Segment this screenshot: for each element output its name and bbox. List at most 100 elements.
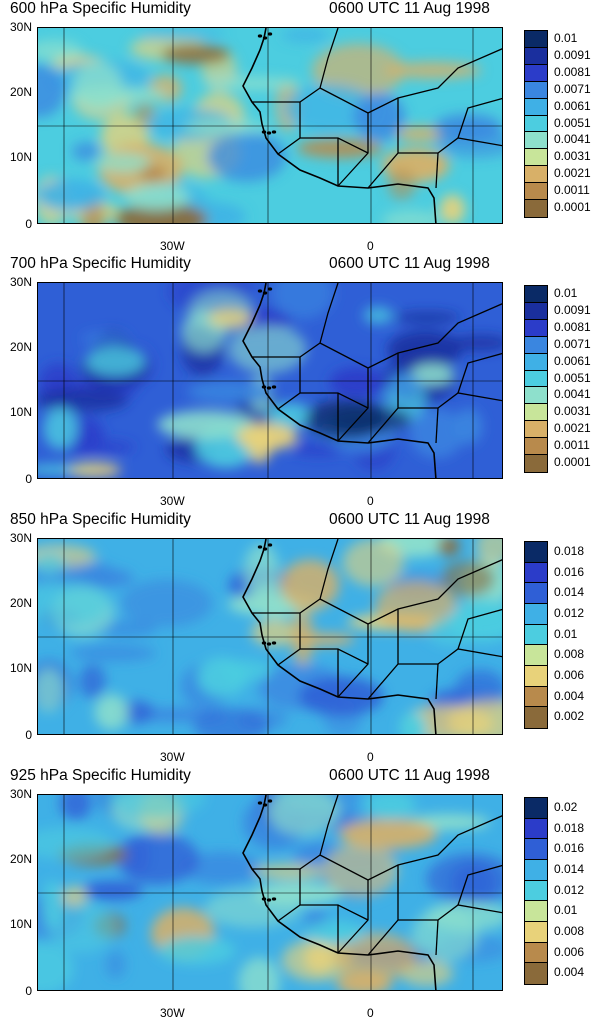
humidity-map [37, 282, 503, 479]
lat-tick-label: 0 [25, 472, 32, 486]
island [262, 803, 268, 807]
lat-tick-label: 30N [9, 787, 32, 801]
lat-tick-label: 20N [9, 340, 32, 354]
legend-label: 0.0021 [554, 421, 591, 436]
legend-label: 0.012 [554, 882, 585, 897]
island [261, 641, 267, 645]
legend-label: 0.006 [554, 944, 585, 959]
legend-swatch [525, 921, 547, 943]
legend-swatch [525, 665, 547, 687]
map-panel-3: 850 hPa Specific Humidity 0600 UTC 11 Aug… [0, 511, 600, 766]
legend-swatch [525, 81, 547, 99]
island [271, 130, 277, 134]
island [262, 547, 268, 551]
legend-swatch [525, 47, 547, 65]
lat-tick-label: 0 [25, 984, 32, 998]
lon-tick-label: 0 [367, 750, 374, 764]
country-border [319, 303, 502, 369]
island [271, 385, 277, 389]
lon-tick-label: 0 [367, 239, 374, 253]
legend-label: 0.002 [554, 709, 585, 724]
legend-label: 0.0011 [554, 183, 590, 198]
legend-swatch [525, 115, 547, 133]
island [257, 34, 263, 38]
legend-swatch [525, 183, 547, 201]
lat-tick-label: 10N [9, 405, 32, 419]
map-panel-4: 925 hPa Specific Humidity 0600 UTC 11 Aug… [0, 767, 600, 1022]
country-border [435, 407, 439, 444]
legend-colorbar [524, 797, 548, 985]
panel-time: 0600 UTC 11 Aug 1998 [329, 767, 490, 784]
legend-label: 0.0071 [554, 81, 591, 96]
lon-tick-label: 30W [160, 1006, 185, 1020]
lat-tick-label: 0 [25, 728, 32, 742]
legend-label: 0.014 [554, 861, 585, 876]
panel-time: 0600 UTC 11 Aug 1998 [329, 255, 490, 272]
legend-label: 0.016 [554, 841, 585, 856]
legend-swatch [525, 200, 547, 217]
panel-title: 925 hPa Specific Humidity [10, 767, 191, 784]
lon-tick-label: 0 [367, 494, 374, 508]
legend-label: 0.008 [554, 647, 585, 662]
country-border [319, 559, 502, 625]
legend-label: 0.02 [554, 799, 578, 814]
coastline [242, 28, 437, 223]
legend-colorbar [524, 541, 548, 729]
legend-swatch [525, 64, 547, 82]
legend-label: 0.01 [554, 286, 578, 300]
legend-label: 0.018 [554, 820, 585, 835]
map-panel-1: 600 hPa Specific Humidity 0600 UTC 11 Aug… [0, 0, 600, 255]
legend-swatch [525, 686, 547, 708]
island [262, 36, 268, 40]
legend-label: 0.0061 [554, 98, 591, 113]
legend-swatch [525, 31, 547, 48]
legend-swatch [525, 132, 547, 150]
legend-colorbar [524, 30, 548, 218]
country-border [457, 608, 502, 650]
legend-label: 0.014 [554, 585, 585, 600]
island [261, 385, 267, 389]
legend-label: 0.0021 [554, 166, 591, 181]
legend-label: 0.0041 [554, 387, 591, 402]
country-border [435, 663, 439, 700]
lat-tick-label: 30N [9, 20, 32, 34]
legend-label: 0.0031 [554, 404, 591, 419]
coastline [242, 795, 437, 990]
legend-label: 0.008 [554, 923, 585, 938]
lon-tick-label: 30W [160, 239, 185, 253]
island [267, 287, 273, 291]
legend-swatch [525, 818, 547, 840]
legend-label: 0.016 [554, 564, 585, 579]
lat-tick-label: 10N [9, 661, 32, 675]
humidity-map [37, 794, 503, 991]
legend-label: 0.0081 [554, 64, 591, 79]
lon-tick-label: 30W [160, 494, 185, 508]
lat-tick-label: 10N [9, 150, 32, 164]
lat-tick-label: 10N [9, 917, 32, 931]
island [271, 897, 277, 901]
country-border [435, 919, 439, 956]
legend-swatch [525, 336, 547, 354]
legend-swatch [525, 583, 547, 604]
island [266, 642, 272, 646]
island [261, 897, 267, 901]
legend-swatch [525, 624, 547, 646]
legend-swatch [525, 645, 547, 666]
country-border [398, 648, 502, 665]
legend-label: 0.0001 [554, 455, 591, 469]
map-panel-2: 700 hPa Specific Humidity 0600 UTC 11 Aug… [0, 255, 600, 510]
legend-label: 0.0091 [554, 302, 591, 317]
legend-colorbar [524, 285, 548, 473]
legend-label: 0.0041 [554, 132, 591, 147]
legend-swatch [525, 302, 547, 320]
country-border [398, 392, 502, 409]
legend-swatch [525, 149, 547, 167]
panel-title: 850 hPa Specific Humidity [10, 511, 191, 528]
legend-label: 0.0071 [554, 336, 591, 351]
legend-label: 0.0011 [554, 438, 590, 453]
country-border [435, 152, 439, 189]
legend-swatch [525, 880, 547, 902]
island [257, 801, 263, 805]
legend-swatch [525, 603, 547, 625]
legend-swatch [525, 421, 547, 439]
